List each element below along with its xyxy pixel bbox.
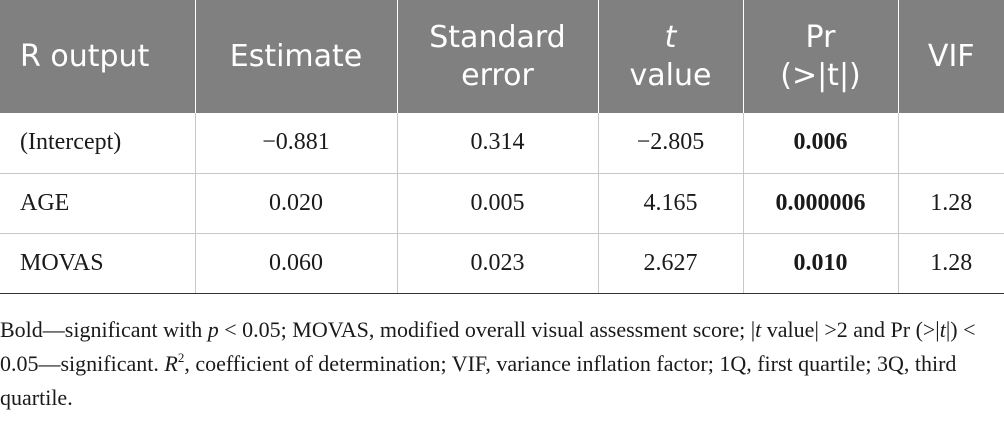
- footnote-text: |) < 0.05—significant.: [0, 317, 976, 376]
- header-estimate-label: Estimate: [229, 38, 363, 74]
- footnote-text: , coefficient of determination; VIF, var…: [0, 351, 957, 410]
- regression-table-figure: R output Estimate Standard error t value…: [0, 0, 1004, 410]
- header-r-output-label: R output: [20, 38, 150, 74]
- footnote-r-superscript: 2: [177, 350, 185, 365]
- header-t-value-line1: t: [664, 19, 677, 55]
- cell-std-error: 0.023: [397, 233, 599, 294]
- cell-t-value: 2.627: [598, 233, 744, 294]
- footnote-t-symbol: t: [755, 317, 762, 342]
- cell-vif: [898, 113, 1004, 174]
- cell-term: AGE: [0, 173, 196, 234]
- table-row: AGE 0.020 0.005 4.165 0.000006 1.28: [0, 173, 1004, 234]
- header-estimate: Estimate: [195, 0, 398, 113]
- footnote-text: < 0.05; MOVAS, modified overall visual a…: [218, 317, 756, 342]
- cell-estimate: 0.060: [195, 233, 398, 294]
- cell-pr: 0.010: [743, 233, 899, 294]
- cell-t-value: 4.165: [598, 173, 744, 234]
- regression-table: R output Estimate Standard error t value…: [0, 0, 1004, 294]
- header-pr-line1: Pr: [805, 19, 836, 55]
- cell-std-error: 0.005: [397, 173, 599, 234]
- table-footnote: Bold—significant with p < 0.05; MOVAS, m…: [0, 313, 990, 415]
- footnote-text: value| >2 and Pr (>|: [761, 317, 940, 342]
- cell-estimate: 0.020: [195, 173, 398, 234]
- table-row: MOVAS 0.060 0.023 2.627 0.010 1.28: [0, 233, 1004, 294]
- footnote-text: Bold—significant with: [0, 317, 208, 342]
- footnote-p-symbol: p: [207, 317, 219, 342]
- header-vif: VIF: [898, 0, 1004, 113]
- header-standard-error-line2: error: [461, 57, 534, 93]
- cell-pr: 0.000006: [743, 173, 899, 234]
- header-vif-label: VIF: [927, 38, 975, 74]
- footnote-t-symbol: t: [939, 317, 946, 342]
- cell-vif: 1.28: [898, 233, 1004, 294]
- header-standard-error-line1: Standard: [429, 19, 566, 55]
- cell-vif: 1.28: [898, 173, 1004, 234]
- header-t-value-line2: value: [629, 57, 712, 93]
- header-pr-line2: (>|t|): [780, 57, 861, 93]
- cell-term: (Intercept): [0, 113, 196, 174]
- cell-estimate: −0.881: [195, 113, 398, 174]
- header-pr: Pr (>|t|): [743, 0, 899, 113]
- footnote-r-symbol: R: [164, 351, 178, 376]
- table-row: (Intercept) −0.881 0.314 −2.805 0.006: [0, 113, 1004, 174]
- header-t-value: t value: [598, 0, 744, 113]
- header-r-output: R output: [0, 0, 196, 113]
- cell-std-error: 0.314: [397, 113, 599, 174]
- cell-pr: 0.006: [743, 113, 899, 174]
- header-row: R output Estimate Standard error t value…: [0, 0, 1004, 113]
- header-standard-error: Standard error: [397, 0, 599, 113]
- cell-t-value: −2.805: [598, 113, 744, 174]
- cell-term: MOVAS: [0, 233, 196, 294]
